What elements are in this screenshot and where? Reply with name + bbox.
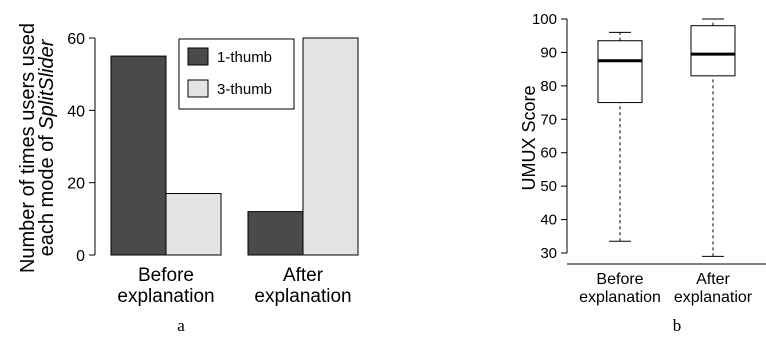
panel-label-a: a bbox=[177, 316, 185, 335]
y-axis-title-line-2: each mode of SplitSlider bbox=[36, 38, 58, 256]
x-tick-label: explanation bbox=[117, 286, 214, 307]
y-tick-label: 40 bbox=[67, 103, 85, 120]
y-axis-title: UMUX Score bbox=[519, 85, 539, 190]
y-tick-label: 70 bbox=[540, 111, 557, 128]
bar-3-thumb-0 bbox=[165, 193, 222, 256]
bar-1-thumb-1 bbox=[247, 211, 304, 256]
bar-3-thumb-1 bbox=[302, 37, 359, 256]
bar-1-thumb-0 bbox=[110, 55, 167, 256]
box-0 bbox=[597, 31, 643, 242]
y-tick-label: 60 bbox=[540, 145, 557, 162]
panel-label-b: b bbox=[673, 316, 682, 335]
legend-swatch-1-thumb bbox=[187, 47, 209, 66]
y-tick-label: 30 bbox=[540, 245, 557, 262]
x-tick-label: After bbox=[283, 265, 324, 286]
y-tick-label: 80 bbox=[540, 78, 557, 95]
x-tick-label: Before bbox=[596, 271, 643, 288]
y-axis-title-line-1: Number of times users used bbox=[17, 23, 39, 273]
y-tick-label: 60 bbox=[67, 31, 85, 48]
y-axis: 30 40 50 60 70 80 90 100 bbox=[532, 11, 766, 265]
legend: 1-thumb 3-thumb bbox=[178, 38, 295, 110]
x-tick-label: explanatior bbox=[674, 289, 753, 306]
x-tick-label: explanation bbox=[579, 289, 661, 306]
y-axis: 0 20 40 60 bbox=[67, 31, 96, 265]
legend-label-1-thumb: 1-thumb bbox=[217, 49, 272, 66]
x-tick-label: Before bbox=[138, 265, 194, 286]
iqr-box bbox=[597, 40, 643, 104]
y-tick-label: 50 bbox=[540, 178, 557, 195]
y-tick-label: 0 bbox=[76, 248, 85, 265]
bar-series-group bbox=[110, 37, 359, 256]
x-tick-label: After bbox=[696, 271, 730, 288]
legend-swatch-3-thumb bbox=[187, 79, 209, 98]
y-tick-label: 40 bbox=[540, 212, 557, 229]
y-tick-label: 90 bbox=[540, 44, 557, 61]
iqr-box bbox=[690, 25, 736, 77]
y-tick-label: 20 bbox=[67, 176, 85, 193]
box-series-group bbox=[597, 18, 736, 257]
box-1 bbox=[690, 18, 736, 257]
y-tick-label: 100 bbox=[532, 11, 557, 28]
legend-label-3-thumb: 3-thumb bbox=[217, 81, 272, 98]
x-tick-label: explanation bbox=[254, 286, 351, 307]
